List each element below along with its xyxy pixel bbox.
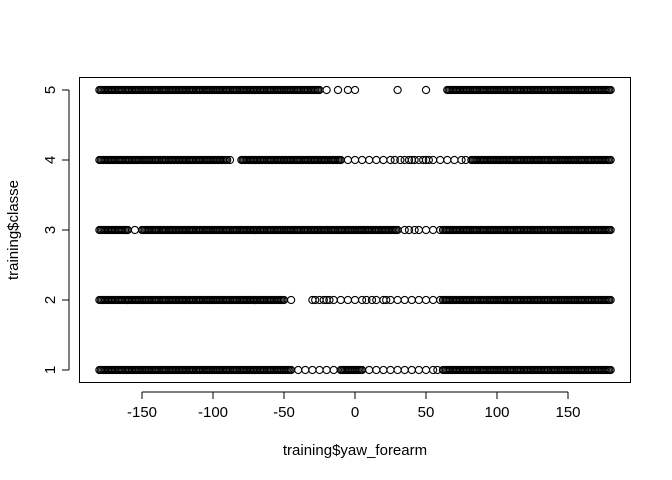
y-axis: 1 2 3 4 5 bbox=[42, 86, 69, 374]
data-point bbox=[408, 366, 415, 373]
data-point bbox=[394, 366, 401, 373]
data-point bbox=[344, 86, 351, 93]
data-point bbox=[422, 366, 429, 373]
y-axis-label: training$classe bbox=[5, 180, 22, 280]
data-point bbox=[394, 296, 401, 303]
data-point bbox=[422, 226, 429, 233]
data-point bbox=[334, 86, 341, 93]
data-point bbox=[344, 156, 351, 163]
data-point bbox=[401, 296, 408, 303]
data-point bbox=[373, 296, 380, 303]
data-point bbox=[366, 156, 373, 163]
data-points bbox=[96, 86, 614, 373]
data-point bbox=[444, 156, 451, 163]
data-point bbox=[408, 296, 415, 303]
y-tick-label: 4 bbox=[42, 156, 59, 164]
data-point bbox=[387, 366, 394, 373]
data-point bbox=[330, 366, 337, 373]
data-point bbox=[430, 156, 437, 163]
data-point bbox=[422, 86, 429, 93]
x-tick-label: -100 bbox=[198, 404, 228, 421]
x-tick-label: 150 bbox=[555, 404, 580, 421]
data-point bbox=[295, 366, 302, 373]
data-point bbox=[401, 366, 408, 373]
y-tick-label: 2 bbox=[42, 296, 59, 304]
data-point bbox=[415, 296, 422, 303]
data-point bbox=[380, 366, 387, 373]
data-point bbox=[415, 366, 422, 373]
data-point bbox=[323, 86, 330, 93]
y-tick-label: 5 bbox=[42, 86, 59, 94]
data-point bbox=[351, 86, 358, 93]
x-tick-label: 50 bbox=[418, 404, 435, 421]
data-point bbox=[430, 296, 437, 303]
data-point bbox=[344, 296, 351, 303]
x-axis: -150 -100 -50 0 50 100 150 bbox=[127, 392, 581, 421]
data-point bbox=[316, 366, 323, 373]
data-point bbox=[373, 156, 380, 163]
x-tick-label: -150 bbox=[127, 404, 157, 421]
data-point bbox=[131, 226, 138, 233]
data-point bbox=[330, 296, 337, 303]
data-point bbox=[437, 156, 444, 163]
data-point bbox=[415, 226, 422, 233]
data-point bbox=[394, 86, 401, 93]
x-tick-label: 100 bbox=[484, 404, 509, 421]
data-point bbox=[337, 296, 344, 303]
data-point bbox=[366, 366, 373, 373]
data-point bbox=[422, 296, 429, 303]
x-tick-label: 0 bbox=[351, 404, 359, 421]
data-point bbox=[309, 366, 316, 373]
data-point bbox=[387, 296, 394, 303]
data-point bbox=[451, 156, 458, 163]
data-point bbox=[373, 366, 380, 373]
data-point bbox=[351, 156, 358, 163]
data-point bbox=[302, 366, 309, 373]
x-axis-label: training$yaw_forearm bbox=[283, 442, 427, 459]
data-point bbox=[430, 226, 437, 233]
y-tick-label: 3 bbox=[42, 226, 59, 234]
data-point bbox=[288, 296, 295, 303]
data-point bbox=[380, 156, 387, 163]
data-point bbox=[351, 296, 358, 303]
data-point bbox=[359, 156, 366, 163]
data-point bbox=[323, 366, 330, 373]
x-tick-label: -50 bbox=[273, 404, 295, 421]
y-tick-label: 1 bbox=[42, 366, 59, 374]
